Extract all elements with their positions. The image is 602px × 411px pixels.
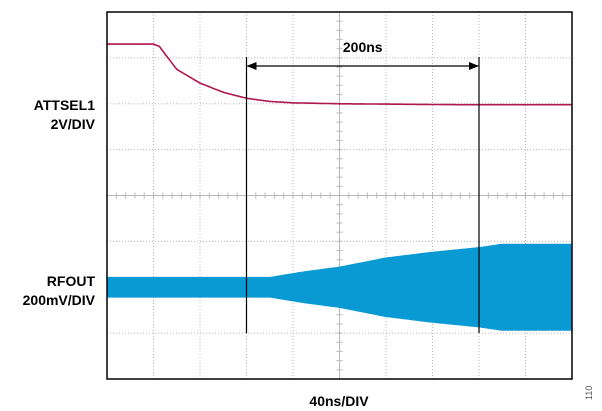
- arrowhead-right: [469, 62, 479, 70]
- attsel1-scale: 2V/DIV: [0, 115, 95, 134]
- rfout-name: RFOUT: [0, 272, 95, 291]
- rfout-channel-label: RFOUT 200mV/DIV: [0, 272, 95, 310]
- time-scale-label: 40ns/DIV: [106, 392, 572, 411]
- attsel1-name: ATTSEL1: [0, 96, 95, 115]
- arrowhead-left: [247, 62, 257, 70]
- rfout-scale: 200mV/DIV: [0, 291, 95, 310]
- figure-number: 110: [584, 386, 594, 400]
- span-label: 200ns: [343, 39, 383, 55]
- attsel1-channel-label: ATTSEL1 2V/DIV: [0, 96, 95, 134]
